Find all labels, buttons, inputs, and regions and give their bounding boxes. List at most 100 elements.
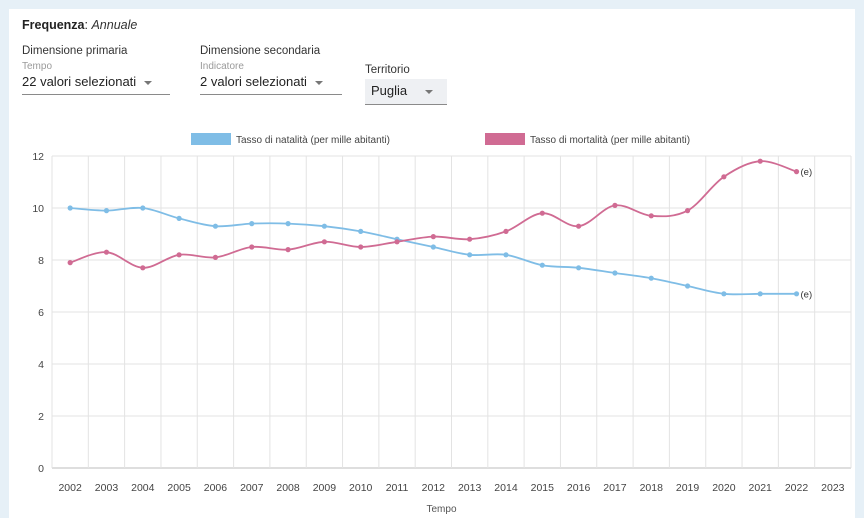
data-point[interactable] [503, 252, 509, 258]
y-tick-label: 4 [38, 359, 44, 371]
territory-title: Territorio [365, 64, 410, 76]
frequency-title: Frequenza [22, 18, 85, 32]
data-point[interactable] [249, 244, 255, 250]
secondary-dimension-subtitle: Indicatore [200, 61, 244, 72]
x-tick-label: 2014 [494, 482, 518, 494]
data-point[interactable] [103, 249, 110, 255]
x-tick-label: 2015 [531, 482, 555, 494]
x-tick-label: 2023 [821, 482, 845, 494]
data-point[interactable] [539, 262, 545, 268]
data-point[interactable] [212, 223, 219, 229]
x-tick-label: 2011 [386, 482, 409, 494]
y-tick-label: 8 [38, 255, 44, 267]
data-point[interactable] [503, 228, 509, 234]
legend-item[interactable]: Tasso di natalità (per mille abitanti) [191, 133, 390, 146]
secondary-dimension-filter: Dimensione secondaria Indicatore 2 valor… [200, 45, 342, 95]
chart-axes: 0 2 4 6 8 10 12 2002 2003 2004 2005 2006 2007 2008 200… [32, 151, 844, 515]
y-tick-label: 12 [32, 151, 44, 163]
data-point[interactable] [67, 205, 73, 211]
data-point[interactable] [358, 244, 364, 250]
data-point[interactable] [321, 239, 327, 245]
x-axis-title: Tempo [426, 504, 456, 515]
data-point[interactable] [793, 169, 800, 175]
chart-panel: Frequenza: Annuale Dimensione primaria T… [9, 9, 855, 518]
x-tick-label: 2008 [276, 482, 300, 494]
legend-swatch [191, 133, 231, 145]
territory-select[interactable]: Puglia [365, 79, 447, 105]
territory-value: Puglia [371, 83, 408, 98]
caret-down-icon [144, 80, 153, 85]
data-point[interactable] [176, 252, 182, 258]
chart-series: (e) (e) [67, 158, 813, 300]
data-point[interactable] [212, 254, 219, 260]
x-tick-label: 2017 [603, 482, 627, 494]
data-point[interactable] [721, 291, 727, 297]
data-point[interactable] [430, 244, 436, 250]
data-point[interactable] [576, 265, 582, 271]
x-tick-label: 2018 [640, 482, 664, 494]
legend-swatch [485, 133, 525, 145]
data-point[interactable] [612, 202, 618, 208]
data-point[interactable] [285, 221, 291, 227]
x-tick-label: 2009 [313, 482, 337, 494]
data-point[interactable] [612, 270, 618, 276]
data-point[interactable] [793, 291, 800, 297]
y-tick-label: 10 [32, 203, 44, 215]
caret-down-icon [314, 80, 323, 85]
secondary-dimension-title: Dimensione secondaria [200, 45, 321, 57]
data-point[interactable] [321, 223, 327, 229]
data-point[interactable] [539, 210, 545, 216]
x-tick-label: 2022 [785, 482, 809, 494]
caret-down-icon [425, 89, 434, 94]
series-line-mortalita [69, 160, 797, 269]
data-point[interactable] [757, 158, 763, 164]
chart-grid [51, 155, 852, 469]
primary-dimension-value: 22 valori selezionati [22, 74, 137, 89]
estimate-flag: (e) [801, 167, 813, 178]
data-point[interactable] [358, 228, 364, 234]
data-point[interactable] [140, 265, 146, 271]
legend-label: Tasso di mortalità (per mille abitanti) [530, 135, 690, 146]
territory-filter: Territorio Puglia [365, 64, 447, 105]
secondary-dimension-select[interactable]: 2 valori selezionati [200, 74, 342, 95]
y-tick-label: 2 [38, 411, 44, 423]
data-point[interactable] [140, 205, 146, 211]
data-point[interactable] [285, 247, 291, 253]
primary-dimension-select[interactable]: 22 valori selezionati [22, 74, 170, 95]
legend-item[interactable]: Tasso di mortalità (per mille abitanti) [485, 133, 690, 146]
data-point[interactable] [176, 215, 182, 221]
data-point[interactable] [576, 223, 582, 229]
x-tick-label: 2012 [422, 482, 446, 494]
data-point[interactable] [757, 291, 763, 297]
x-tick-label: 2010 [349, 482, 373, 494]
frequency-value: Annuale [91, 18, 138, 32]
data-point[interactable] [430, 234, 436, 240]
x-tick-label: 2004 [131, 482, 155, 494]
data-point[interactable] [103, 208, 110, 214]
frequency-label: Frequenza: Annuale [22, 18, 138, 32]
chart-legend[interactable]: Tasso di natalità (per mille abitanti) Ta… [191, 133, 690, 146]
data-point[interactable] [394, 239, 400, 245]
x-tick-label: 2005 [167, 482, 191, 494]
data-point[interactable] [67, 260, 73, 266]
data-point[interactable] [467, 236, 473, 242]
data-point[interactable] [684, 208, 691, 214]
data-point[interactable] [648, 213, 654, 219]
x-tick-label: 2007 [240, 482, 264, 494]
data-point[interactable] [467, 252, 473, 258]
data-point[interactable] [249, 221, 255, 227]
y-tick-label: 0 [38, 463, 44, 475]
data-point[interactable] [648, 275, 654, 281]
estimate-flag: (e) [801, 289, 813, 300]
primary-dimension-subtitle: Tempo [22, 61, 53, 72]
data-point[interactable] [721, 174, 727, 180]
x-tick-label: 2006 [204, 482, 228, 494]
x-tick-label: 2013 [458, 482, 482, 494]
data-point[interactable] [684, 283, 691, 289]
x-tick-label: 2002 [58, 482, 82, 494]
x-tick-label: 2021 [749, 482, 773, 494]
x-tick-label: 2019 [676, 482, 700, 494]
x-tick-label: 2020 [712, 482, 736, 494]
x-tick-label: 2003 [95, 482, 119, 494]
